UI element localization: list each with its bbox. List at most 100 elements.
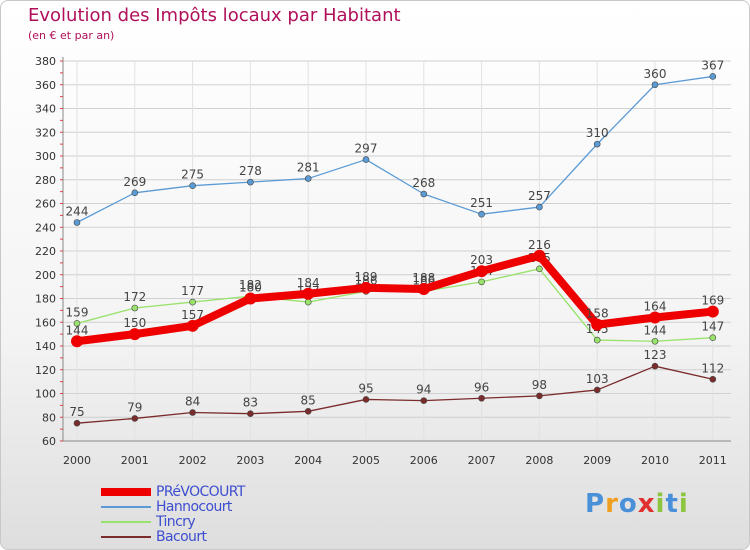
data-label: 360 [644,67,667,81]
data-label: 169 [701,294,724,308]
data-point [593,140,601,148]
data-point [651,362,659,370]
data-point [709,73,717,80]
logo-letter: r [605,489,619,519]
data-label: 182 [239,278,262,292]
data-point [131,189,139,197]
data-label: 269 [123,175,146,189]
data-label: 83 [243,396,258,410]
data-label: 180 [239,281,262,295]
x-tick-label: 2001 [121,454,149,467]
x-tick-label: 2005 [352,454,380,467]
data-point [360,281,372,294]
data-point [536,392,543,400]
data-label: 257 [528,189,551,203]
data-point [302,287,315,300]
data-point [536,265,543,273]
x-tick-label: 2008 [525,454,553,467]
data-point [304,408,312,415]
logo-letter: t [665,489,679,519]
data-point [304,175,312,182]
y-tick-label: 300 [35,150,56,163]
legend-label: Tincry [156,514,196,530]
y-tick-label: 60 [42,435,56,448]
y-tick-label: 220 [35,245,56,258]
data-label: 281 [297,161,320,175]
series-line [73,251,717,346]
y-tick-label: 180 [35,293,56,306]
data-point [73,219,81,226]
data-label: 98 [532,378,547,392]
data-point [304,298,312,306]
y-tick-label: 340 [35,103,56,116]
chart-subtitle: (en € et par an) [28,29,115,42]
data-label: 95 [358,381,373,395]
data-label: 172 [123,290,146,304]
data-label: 123 [644,348,667,362]
y-tick-label: 200 [35,269,56,282]
data-point [533,249,546,262]
data-label: 164 [644,300,667,314]
data-label: 84 [185,395,200,409]
x-tick-label: 2003 [236,454,264,467]
x-tick-label: 2007 [468,454,496,467]
data-label: 94 [416,383,431,397]
x-tick-label: 2011 [699,454,727,467]
logo-letter: o [618,489,638,519]
data-label: 158 [586,307,609,321]
data-label: 144 [66,323,89,337]
x-tick-label: 2002 [179,454,207,467]
data-label: 189 [355,270,378,284]
data-label: 103 [586,372,609,386]
data-label: 278 [239,164,262,178]
y-tick-label: 380 [35,55,56,68]
legend-swatch [101,521,151,523]
data-label: 186 [355,273,378,287]
data-point [420,397,428,404]
data-label: 251 [470,196,493,210]
y-tick-label: 280 [35,174,56,187]
y-tick-label: 80 [42,411,56,424]
data-label: 75 [69,405,84,419]
logo-letter: i [678,489,689,519]
data-label: 188 [412,271,435,285]
x-tick-label: 2009 [583,454,611,467]
y-tick-label: 260 [35,198,56,211]
y-tick-label: 120 [35,364,56,377]
data-point [189,409,196,416]
data-point [131,304,139,312]
data-point [478,278,485,286]
y-tick-label: 320 [35,126,56,139]
legend-item-bacourt: Bacourt [101,529,401,545]
data-point [651,81,659,89]
x-tick-label: 2010 [641,454,669,467]
series-line [76,75,714,224]
data-point [478,394,485,402]
legend-swatch [101,506,151,508]
legend-item-tincry: Tincry [101,514,401,530]
data-label: 96 [474,380,489,394]
legend-swatch [101,536,151,538]
data-label: 177 [181,284,204,298]
data-point [593,386,601,394]
legend-label: Hannocourt [156,499,232,515]
logo-letter: x [637,489,656,519]
data-label: 216 [528,238,551,252]
proxiti-logo: Proxiti [585,489,689,519]
data-point [73,320,81,327]
data-point [591,318,604,331]
data-label: 144 [644,323,667,337]
data-point [593,336,601,344]
data-label: 297 [355,142,378,156]
data-point [475,265,488,278]
y-tick-label: 160 [35,316,56,329]
data-label: 147 [701,320,724,334]
data-point [186,319,199,332]
data-point [362,156,370,163]
legend: PRéVOCOURT Hannocourt Tincry Bacourt [101,484,401,545]
legend-label: PRéVOCOURT [156,484,245,500]
data-point [362,396,370,403]
data-point [71,335,83,348]
